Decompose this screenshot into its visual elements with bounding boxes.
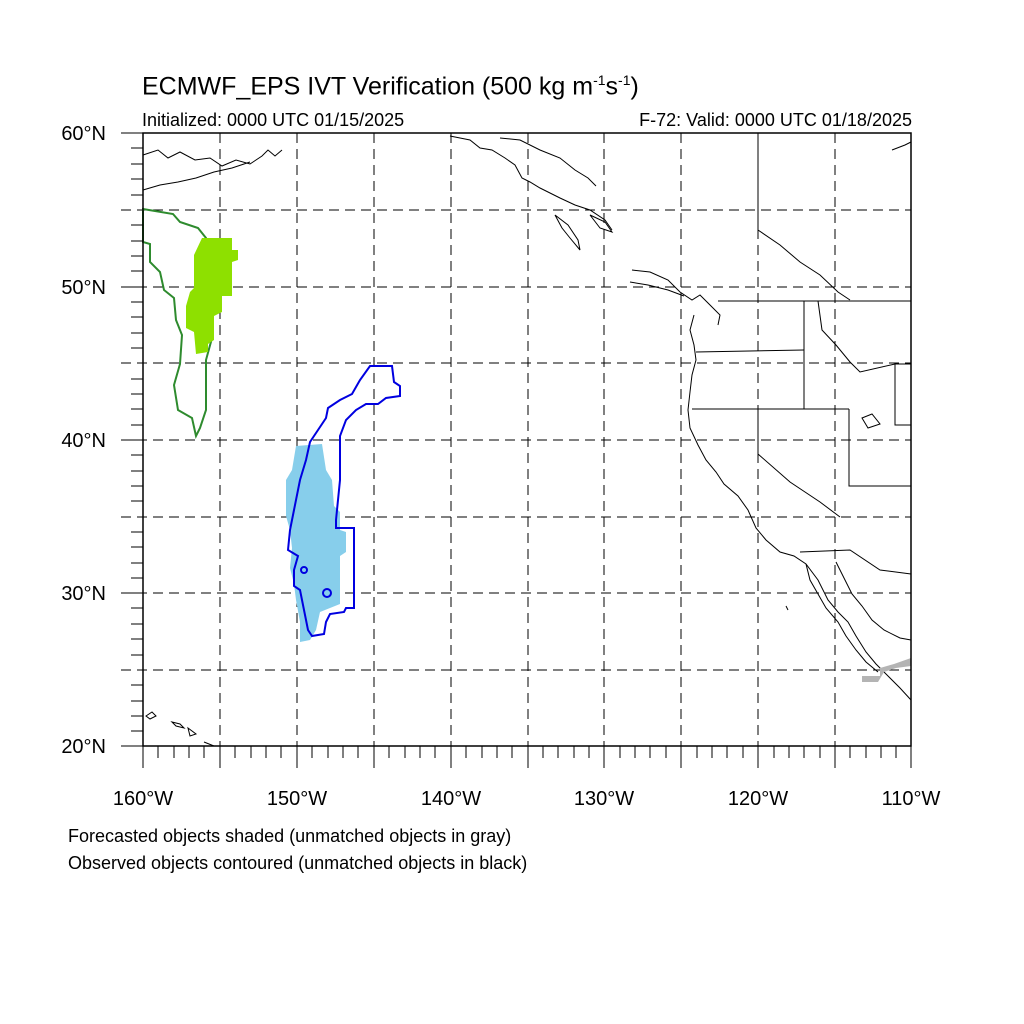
- tick-marks: [121, 132, 912, 768]
- lon-label: 120°W: [728, 788, 788, 810]
- lat-label: 60°N: [61, 123, 106, 145]
- lon-label: 110°W: [882, 788, 941, 810]
- lat-label: 50°N: [61, 277, 106, 299]
- observed-blue-small-object: [300, 566, 308, 574]
- gridlines: [121, 133, 911, 746]
- lat-label: 20°N: [61, 736, 106, 758]
- lat-label: 40°N: [61, 430, 106, 452]
- init-time-label: Initialized: 0000 UTC 01/15/2025: [142, 110, 405, 130]
- valid-time-label: F-72: Valid: 0000 UTC 01/18/2025: [639, 110, 912, 130]
- lon-label: 150°W: [267, 788, 327, 810]
- lon-label: 140°W: [421, 788, 481, 810]
- lon-label: 130°W: [574, 788, 634, 810]
- observed-object-blue-contour: [286, 365, 401, 638]
- unmatched-forecast-object: [862, 658, 911, 682]
- forecast-object-green: [186, 238, 238, 354]
- observed-blue-small-object: [322, 588, 332, 598]
- coastlines: [142, 133, 912, 747]
- caption-forecast: Forecasted objects shaded (unmatched obj…: [68, 826, 512, 846]
- lat-label: 30°N: [61, 583, 106, 605]
- lon-label: 160°W: [113, 788, 173, 810]
- chart-title: ECMWF_EPS IVT Verification (500 kg m-1s-…: [142, 72, 639, 101]
- caption-observed: Observed objects contoured (unmatched ob…: [68, 853, 528, 873]
